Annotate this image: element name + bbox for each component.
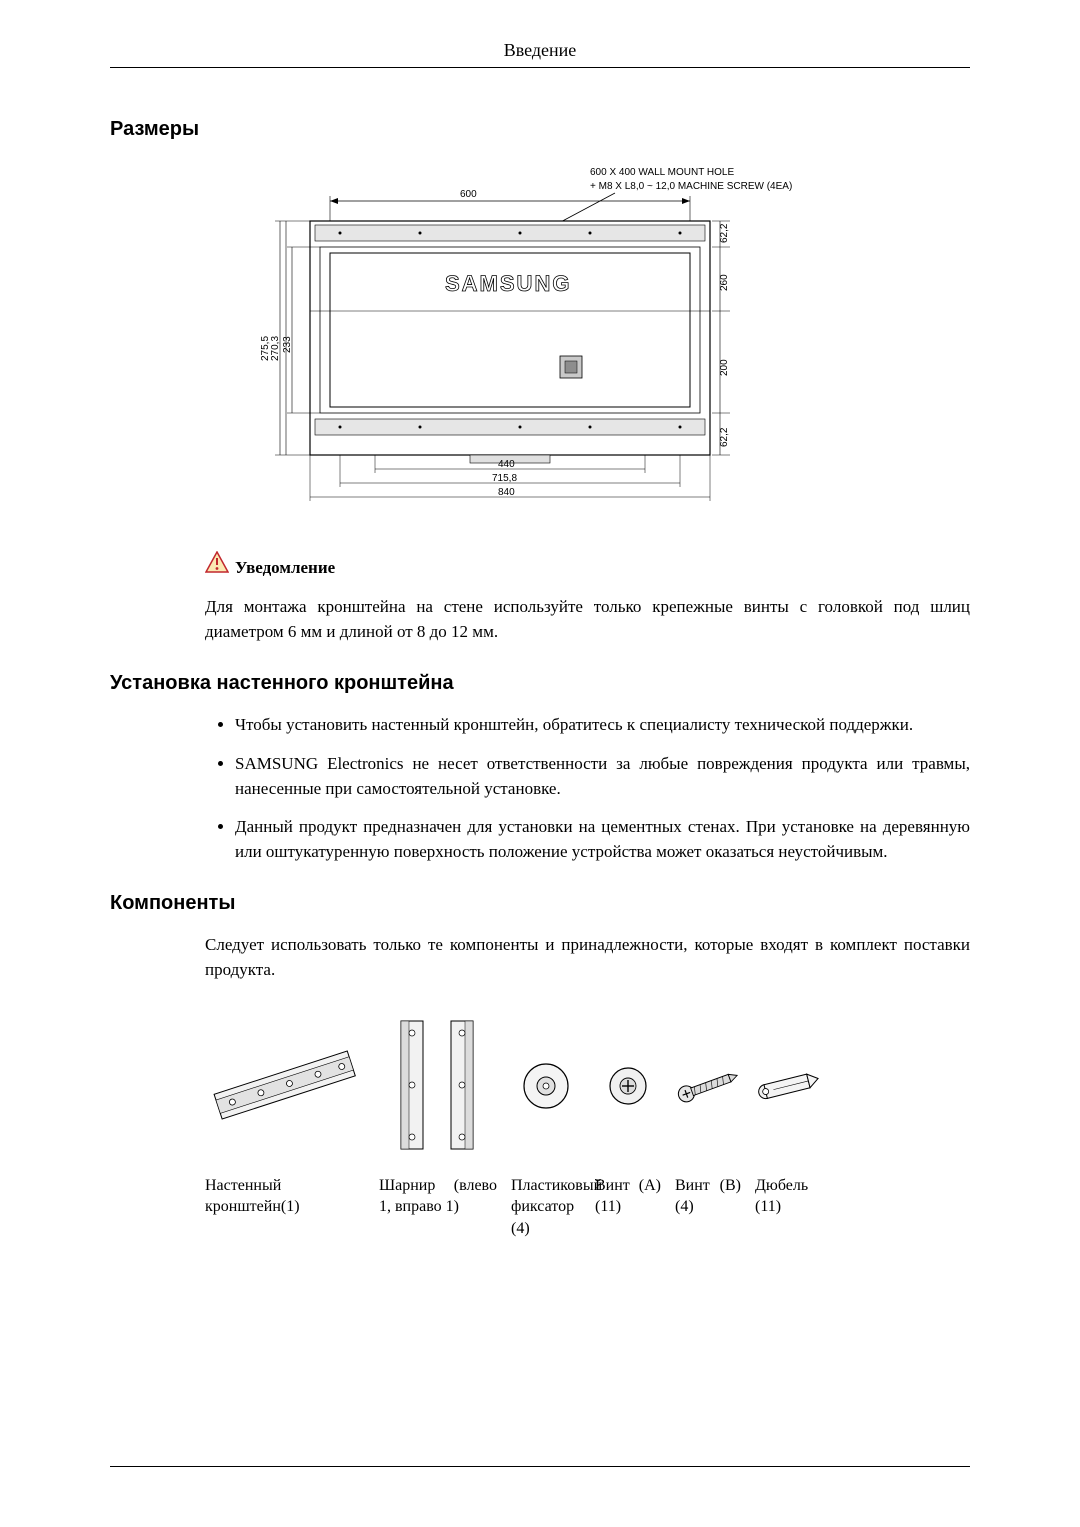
component-label: Винт (B) (4) (675, 1175, 741, 1218)
bracket-bullet-list: Чтобы установить настенный кронштейн, об… (205, 713, 970, 864)
list-item: Данный продукт предназначен для установк… (235, 815, 970, 864)
section-bracket-title: Установка настенного кронштейна (110, 672, 970, 695)
component-label: Пластиковый фиксатор (4) (511, 1175, 581, 1240)
dim-top: 600 (460, 189, 477, 200)
dim-right-top: 62,2 (719, 223, 730, 243)
running-header: Введение (110, 40, 970, 68)
diagram-note1: 600 X 400 WALL MOUNT HOLE (590, 167, 734, 178)
dim-right-mid2: 200 (719, 359, 730, 376)
dim-right-bot: 62,2 (719, 427, 730, 447)
dim-bottom-2: 840 (498, 487, 515, 498)
brand-logo: SAMSUNG (445, 271, 571, 296)
dim-bottom-1: 715,8 (492, 473, 517, 484)
section-components-title: Компоненты (110, 892, 970, 915)
component-dowel-icon (753, 1011, 823, 1161)
dimensions-diagram: 600 X 400 WALL MOUNT HOLE + M8 X L8,0 ~ … (110, 161, 970, 521)
dim-left-2: 233 (282, 336, 293, 353)
component-bracket-icon (205, 1011, 365, 1161)
dim-left-1: 270,3 (270, 336, 281, 361)
component-label: Шарнир (влево 1, вправо 1) (379, 1175, 497, 1218)
diagram-note2: + M8 X L8,0 ~ 12,0 MACHINE SCREW (4EA) (590, 181, 792, 192)
section-dimensions-title: Размеры (110, 118, 970, 141)
dim-right-mid1: 260 (719, 274, 730, 291)
components-intro: Следует использовать только те компонент… (205, 933, 970, 982)
notice-text: Для монтажа кронштейна на стене использу… (205, 595, 970, 644)
component-plastic-anchor-icon (516, 1011, 576, 1161)
footer-rule (110, 1466, 970, 1467)
component-label: Винт (A) (11) (595, 1175, 661, 1218)
component-label: Настенный кронштейн(1) (205, 1175, 365, 1218)
notice-label: Уведомление (235, 558, 335, 578)
component-screw-a-icon (600, 1011, 656, 1161)
list-item: SAMSUNG Electronics не несет ответственн… (235, 752, 970, 801)
list-item: Чтобы установить настенный кронштейн, об… (235, 713, 970, 738)
warning-icon (205, 551, 229, 578)
component-hinges-icon (383, 1011, 493, 1161)
components-row: Настенный кронштейн(1) (205, 1011, 970, 1240)
dim-bottom-0: 440 (498, 459, 515, 470)
component-screw-b-icon (673, 1011, 743, 1161)
component-label: Дюбель (11) (755, 1175, 821, 1218)
